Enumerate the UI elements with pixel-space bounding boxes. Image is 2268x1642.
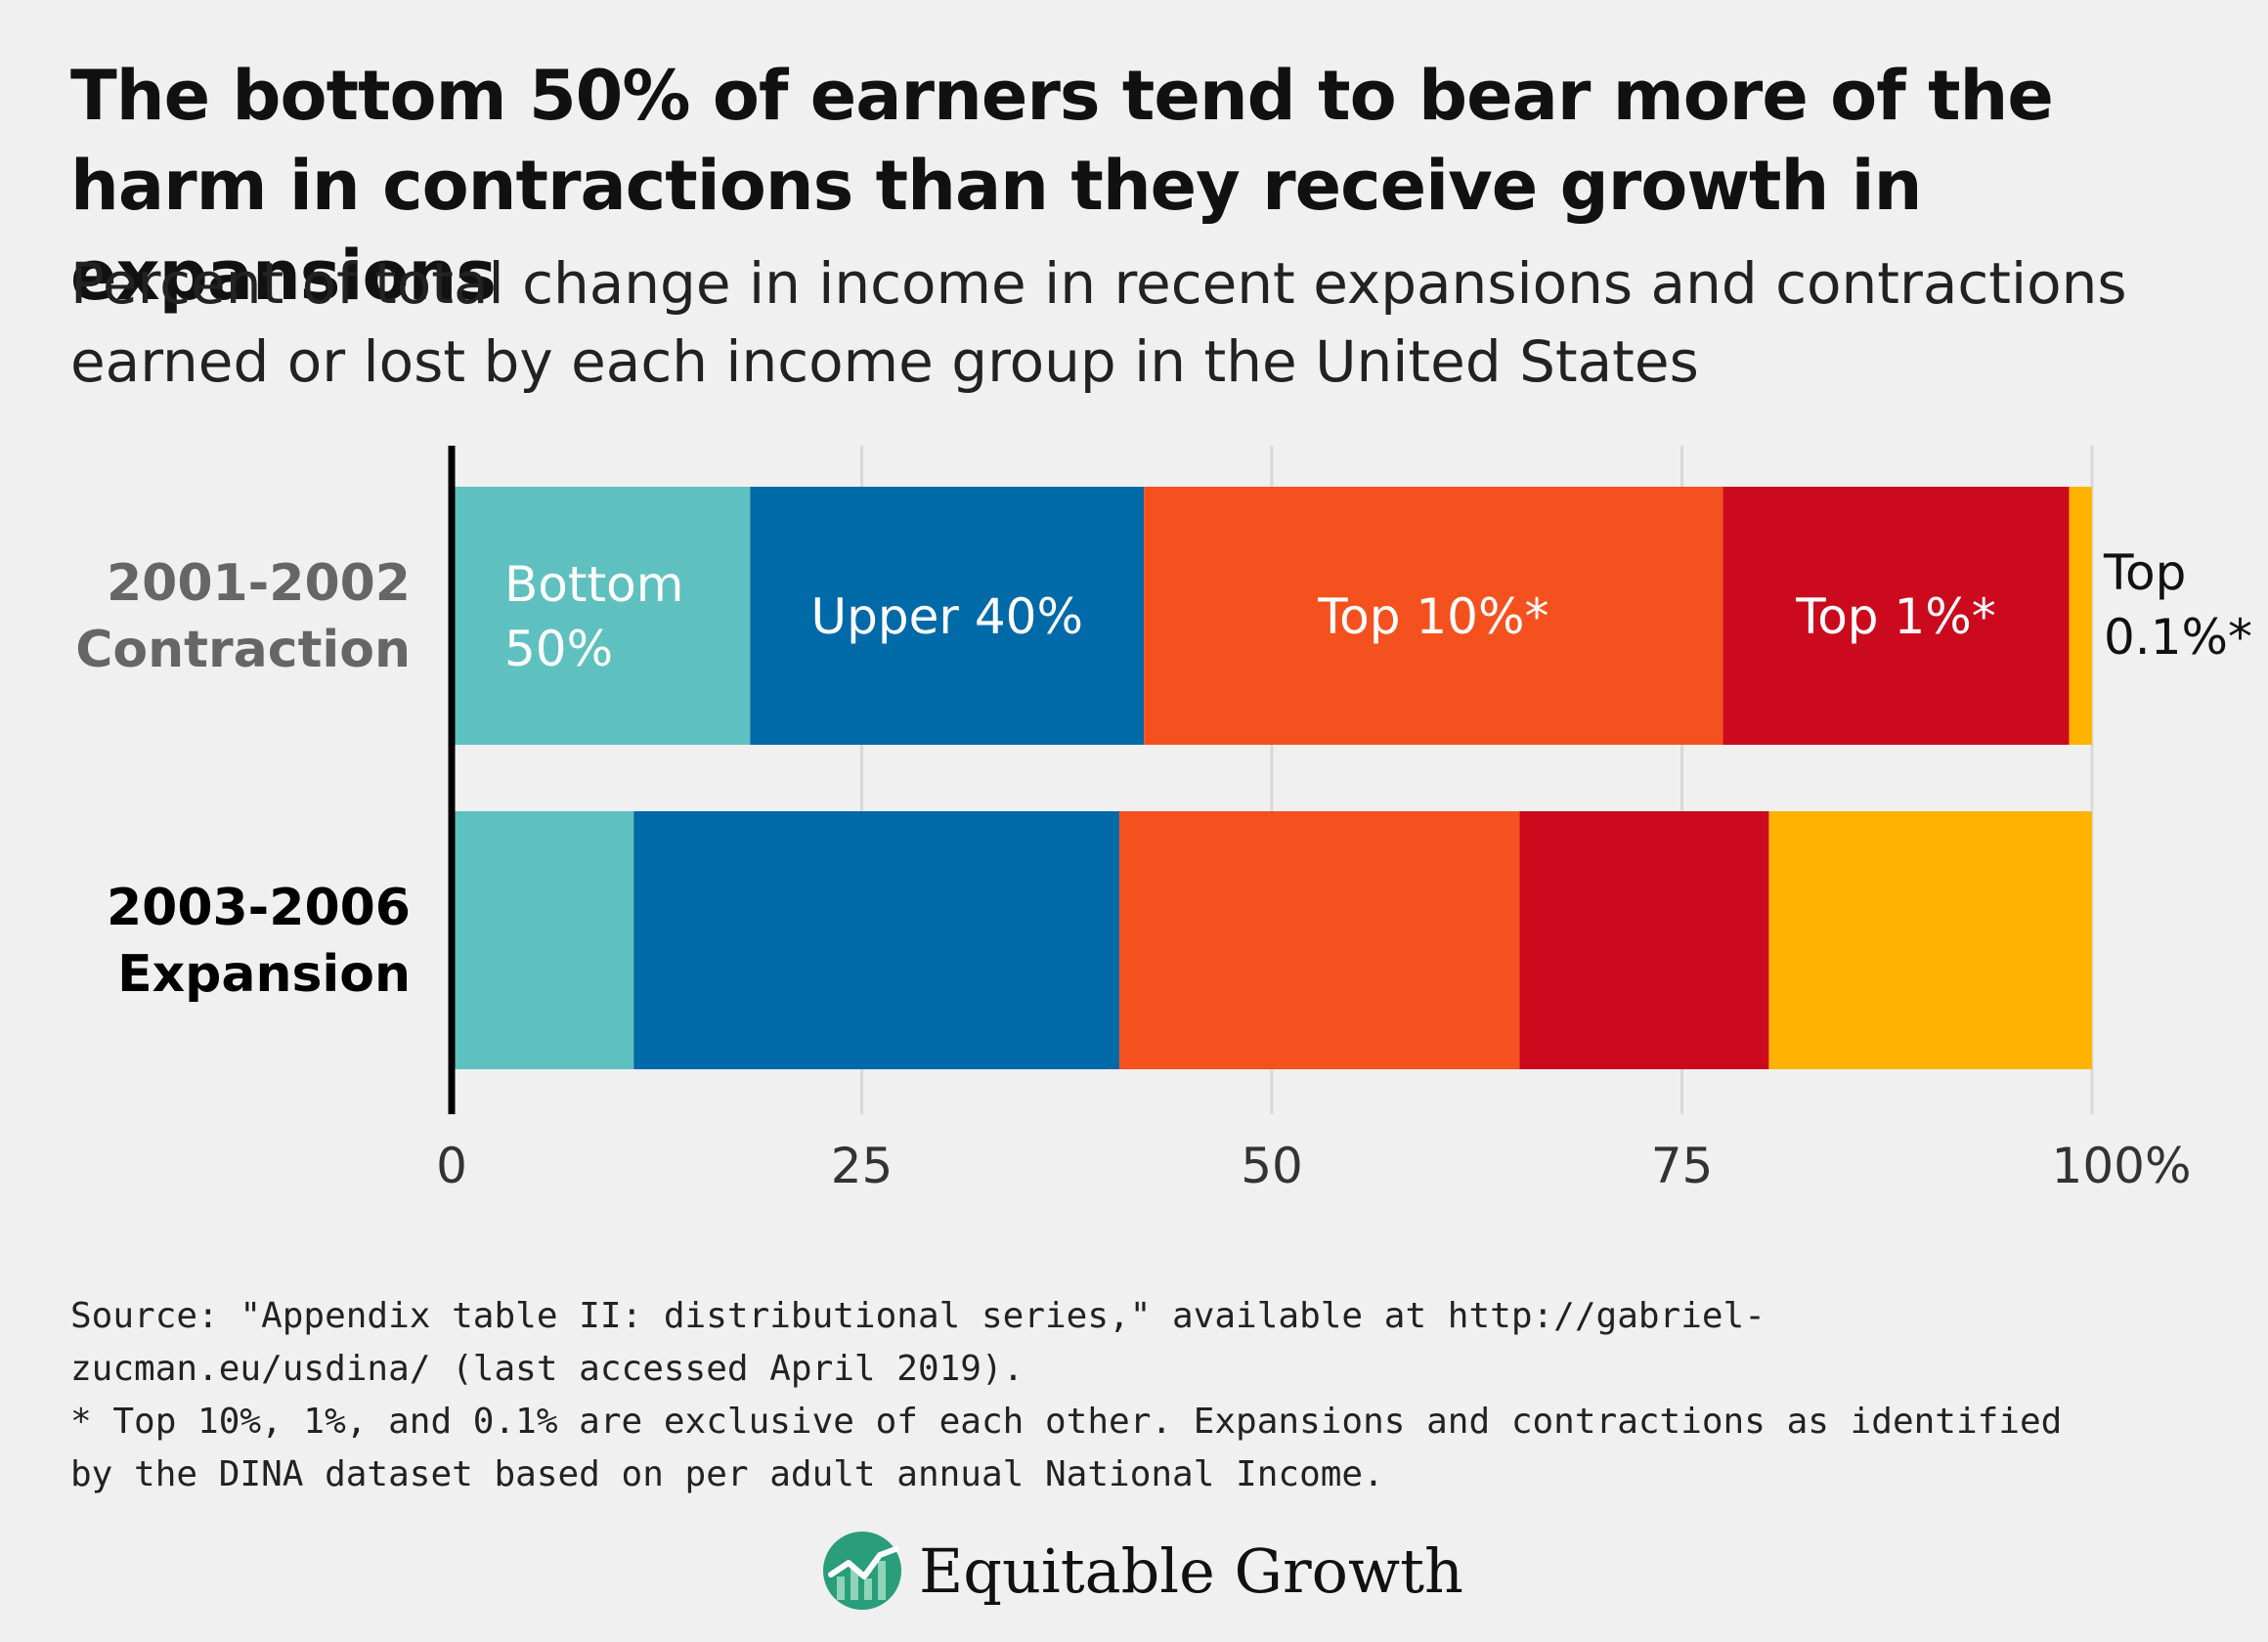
bar-segment-top-1 <box>1519 811 1769 1069</box>
bar-segment-top-10 <box>1118 811 1520 1069</box>
equitable-growth-logo: Equitable Growth <box>821 1530 1463 1612</box>
segment-label: Top 10%* <box>1317 588 1548 645</box>
bar-segment-top-1 <box>1723 487 2070 745</box>
category-label: 2001-2002 Contraction <box>75 554 411 679</box>
segment-label: Top 0.1%* <box>2103 544 2252 666</box>
bar-segment-bottom-50 <box>452 811 634 1069</box>
footnotes: Source: "Appendix table II: distribution… <box>70 1290 2123 1501</box>
stacked-bar-chart: Bottom 50% Upper 40% Top 10%* Top 1%* Top 0.1%… <box>75 446 2252 1194</box>
segment-labels: Bottom 50% Upper 40% Top 10%* Top 1%* Top 0.1%… <box>504 544 2252 677</box>
chart-title: The bottom 50% of earners tend to bear m… <box>70 56 2054 316</box>
x-tick-label: 25 <box>831 1138 894 1194</box>
segment-label: Upper 40% <box>811 588 1083 645</box>
x-tick-label: 75 <box>1651 1138 1714 1194</box>
chart-subtitle: Percent of total change in income in rec… <box>70 250 2127 395</box>
category-labels: 2001-2002 Contraction 2003-2006 Expansion <box>75 554 411 1004</box>
bar-segment-top-0-1 <box>1768 811 2092 1069</box>
x-tick-label: 50 <box>1241 1138 1303 1194</box>
bars <box>452 487 2092 1069</box>
bar-segment-bottom-50 <box>452 487 751 745</box>
category-label: 2003-2006 Expansion <box>107 879 411 1004</box>
source-note: Source: "Appendix table II: distribution… <box>70 1296 1766 1389</box>
bar-segment-top-0-1 <box>2069 487 2092 745</box>
bar-segment-upper-40 <box>633 811 1119 1069</box>
x-tick-label: 0 <box>436 1138 467 1194</box>
rising-line-logo-icon <box>823 1532 901 1610</box>
logo-text: Equitable Growth <box>919 1534 1463 1607</box>
bar-segment-upper-40 <box>750 487 1145 745</box>
segment-label: Top 1%* <box>1795 588 1996 645</box>
x-tick-label: 100% <box>2052 1138 2192 1194</box>
exclusivity-note: * Top 10%, 1%, and 0.1% are exclusive of… <box>70 1402 2063 1494</box>
bar-segment-top-10 <box>1144 487 1723 745</box>
segment-label: Bottom 50% <box>504 556 683 677</box>
x-axis-tick-labels: 0 25 50 75 100% <box>436 1138 2191 1194</box>
